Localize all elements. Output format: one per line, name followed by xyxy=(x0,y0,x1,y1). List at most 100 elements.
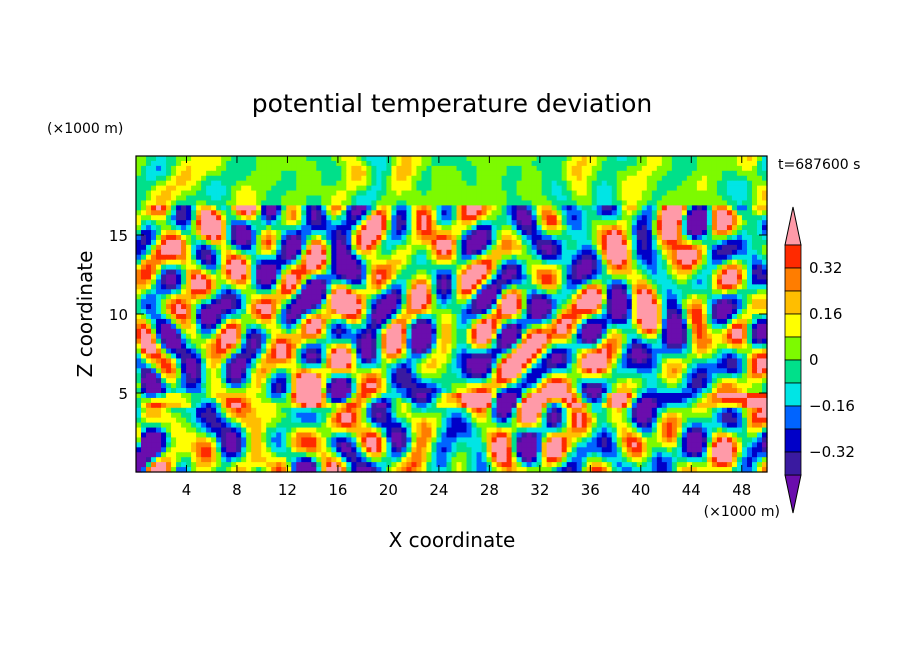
heatmap-cell xyxy=(346,230,352,236)
heatmap-cell xyxy=(321,165,327,172)
heatmap-cell xyxy=(311,239,317,246)
heatmap-cell xyxy=(531,195,538,202)
heatmap-cell xyxy=(461,230,468,236)
heatmap-cell xyxy=(381,230,387,236)
heatmap-cell xyxy=(236,230,242,236)
heatmap-cell xyxy=(686,195,693,202)
heatmap-cell xyxy=(596,205,603,211)
heatmap-cell xyxy=(516,269,523,276)
heatmap-cell xyxy=(196,284,202,290)
heatmap-cell xyxy=(536,185,543,192)
heatmap-cell xyxy=(201,259,207,266)
heatmap-cell xyxy=(451,289,458,295)
heatmap-cell xyxy=(746,235,753,241)
heatmap-cell xyxy=(236,279,242,285)
heatmap-cell xyxy=(756,205,763,211)
heatmap-cell xyxy=(376,156,382,162)
heatmap-cell xyxy=(626,254,633,261)
heatmap-cell xyxy=(191,254,197,261)
heatmap-cell xyxy=(311,264,317,271)
heatmap-cell xyxy=(316,333,322,340)
heatmap-cell xyxy=(321,200,327,206)
heatmap-cell xyxy=(721,299,728,305)
heatmap-cell xyxy=(476,249,483,256)
heatmap-cell xyxy=(211,156,217,162)
heatmap-cell xyxy=(731,274,738,281)
heatmap-cell xyxy=(466,175,473,182)
heatmap-cell xyxy=(616,254,623,261)
heatmap-cell xyxy=(571,254,578,261)
heatmap-cell xyxy=(536,175,543,182)
heatmap-cell xyxy=(556,190,563,197)
heatmap-cell xyxy=(581,239,588,246)
heatmap-cell xyxy=(586,309,593,315)
heatmap-cell xyxy=(426,309,433,315)
heatmap-cell xyxy=(456,348,463,355)
heatmap-cell xyxy=(321,185,327,192)
heatmap-cell xyxy=(226,205,232,211)
heatmap-cell xyxy=(181,284,187,290)
heatmap-cell xyxy=(246,259,252,266)
heatmap-cell xyxy=(596,165,603,172)
heatmap-cell xyxy=(741,299,748,305)
heatmap-field xyxy=(136,156,768,473)
heatmap-cell xyxy=(541,170,548,177)
heatmap-cell xyxy=(426,235,433,241)
heatmap-cell xyxy=(711,190,718,197)
heatmap-cell xyxy=(561,215,568,221)
heatmap-cell xyxy=(446,254,453,261)
heatmap-cell xyxy=(336,279,342,285)
heatmap-cell xyxy=(361,200,367,206)
heatmap-cell xyxy=(501,220,508,226)
heatmap-cell xyxy=(656,314,663,320)
heatmap-cell xyxy=(591,314,598,320)
heatmap-cell xyxy=(186,160,192,167)
heatmap-cell xyxy=(246,165,252,172)
heatmap-cell xyxy=(536,230,543,236)
heatmap-cell xyxy=(446,200,453,206)
heatmap-cell xyxy=(716,284,723,290)
heatmap-cell xyxy=(356,269,362,276)
heatmap-cell xyxy=(291,289,297,295)
heatmap-cell xyxy=(386,244,393,251)
heatmap-cell xyxy=(326,195,332,202)
heatmap-cell xyxy=(321,314,327,320)
heatmap-cell xyxy=(201,156,207,162)
heatmap-cell xyxy=(236,175,242,182)
heatmap-cell xyxy=(396,239,403,246)
heatmap-cell xyxy=(336,294,342,300)
heatmap-cell xyxy=(651,156,658,162)
heatmap-cell xyxy=(651,239,658,246)
heatmap-cell xyxy=(541,279,548,285)
heatmap-cell xyxy=(676,279,683,285)
heatmap-cell xyxy=(281,156,287,162)
heatmap-cell xyxy=(366,230,372,236)
heatmap-cell xyxy=(306,249,312,256)
heatmap-cell xyxy=(531,274,538,281)
heatmap-cell xyxy=(156,318,162,325)
heatmap-cell xyxy=(421,160,428,167)
heatmap-cell xyxy=(711,220,718,226)
heatmap-cell xyxy=(491,195,498,202)
heatmap-cell xyxy=(166,289,172,295)
heatmap-cell xyxy=(491,230,498,236)
heatmap-cell xyxy=(521,235,528,241)
heatmap-cell xyxy=(346,338,352,345)
heatmap-cell xyxy=(281,220,287,226)
heatmap-cell xyxy=(466,244,473,251)
heatmap-cell xyxy=(546,304,553,310)
heatmap-cell xyxy=(576,343,583,350)
heatmap-cell xyxy=(731,314,738,320)
heatmap-cell xyxy=(391,190,398,197)
heatmap-cell xyxy=(221,220,227,226)
heatmap-cell xyxy=(476,190,483,197)
heatmap-cell xyxy=(426,160,433,167)
heatmap-cell xyxy=(471,269,478,276)
heatmap-cell xyxy=(751,190,758,197)
heatmap-cell xyxy=(281,333,287,340)
heatmap-cell xyxy=(486,249,493,256)
heatmap-cell xyxy=(491,274,498,281)
heatmap-cell xyxy=(756,333,763,340)
heatmap-cell xyxy=(306,323,312,330)
heatmap-cell xyxy=(586,333,593,340)
